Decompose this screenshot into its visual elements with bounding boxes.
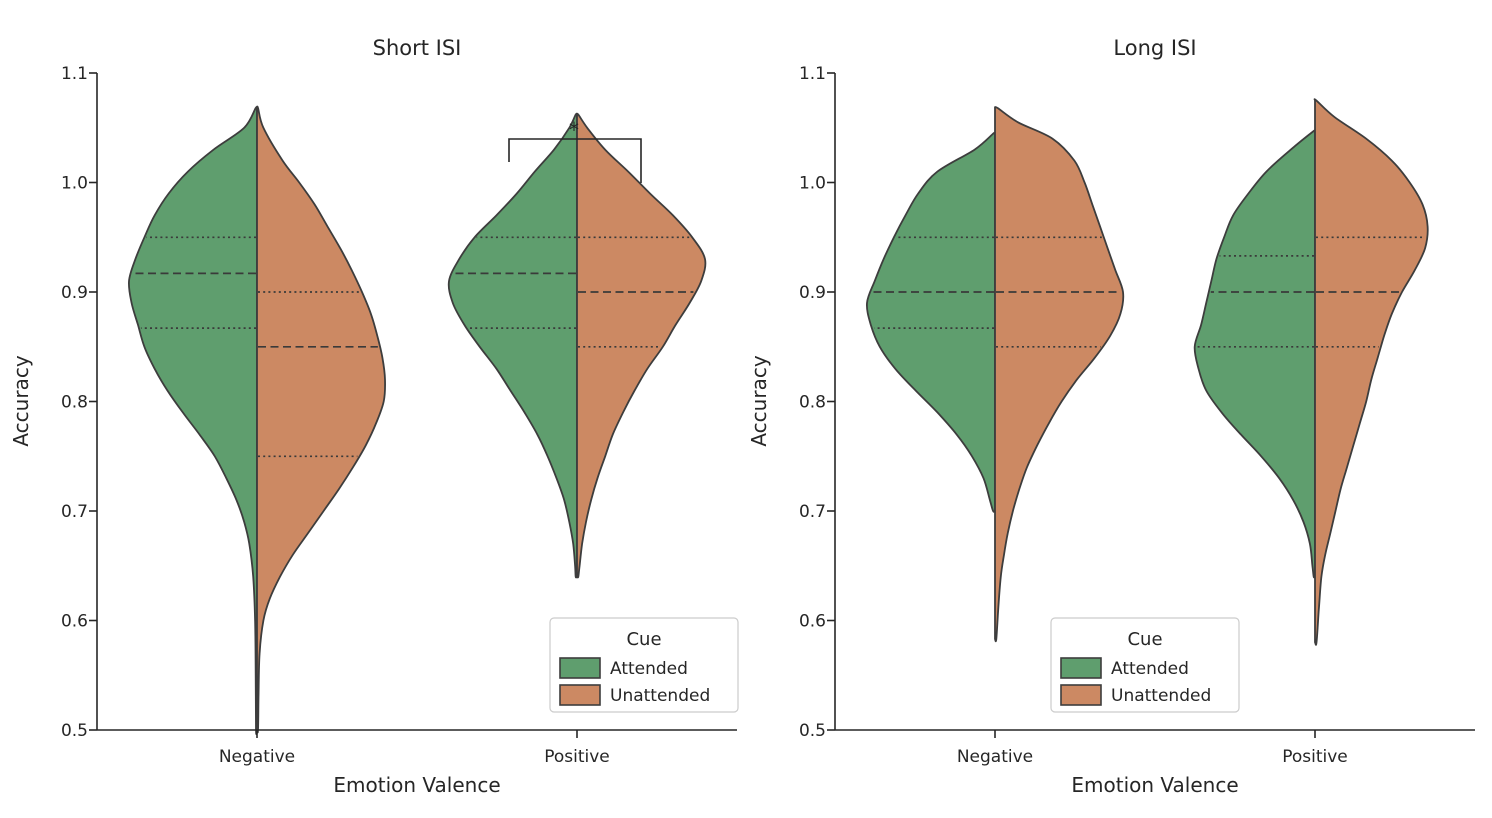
x-tick-label-negative: Negative [957, 747, 1033, 767]
violin-short-isi-negative-unattended [256, 105, 386, 734]
violin-short-isi-negative-attended [127, 105, 258, 735]
legend-label-attended: Attended [610, 659, 688, 679]
legend-title: Cue [626, 629, 661, 650]
y-axis-label: Accuracy [9, 355, 33, 446]
legend-label-attended: Attended [1111, 659, 1189, 679]
legend-swatch-unattended [1060, 684, 1102, 706]
legend-swatch-unattended [559, 684, 601, 706]
violin-long-isi-negative-unattended [994, 106, 1125, 643]
legend-label-unattended: Unattended [610, 686, 710, 706]
x-tick-label-negative: Negative [219, 747, 295, 767]
legend-label-unattended: Unattended [1111, 686, 1211, 706]
x-axis-label: Emotion Valence [333, 773, 500, 797]
panel-long-isi: Long ISI Accuracy Emotion Valence 0.5 0.… [747, 36, 1475, 797]
significance-star: * [569, 118, 579, 142]
y-tick-label: 0.7 [799, 502, 826, 522]
x-tick-label-positive: Positive [1282, 747, 1348, 767]
violins-group [127, 105, 707, 735]
y-tick-label: 0.7 [61, 502, 88, 522]
y-tick-label: 1.0 [61, 174, 88, 194]
violins-group [866, 98, 1429, 646]
ticks-group [827, 72, 1316, 738]
y-tick-label: 1.0 [799, 174, 826, 194]
y-axis-label: Accuracy [747, 355, 771, 446]
legend-swatch-attended [559, 657, 601, 679]
y-tick-label: 0.9 [61, 283, 88, 303]
violin-long-isi-positive-attended [1193, 128, 1317, 579]
y-tick-label: 0.5 [61, 721, 88, 741]
x-tick-label-positive: Positive [544, 747, 610, 767]
x-axis-label: Emotion Valence [1071, 773, 1238, 797]
y-tick-label: 1.1 [799, 64, 826, 84]
ticks-group [89, 72, 578, 738]
y-tick-label: 0.9 [799, 283, 826, 303]
panel-title: Short ISI [373, 36, 462, 60]
legend: Cue Attended Unattended [1050, 617, 1240, 713]
violin-short-isi-positive-unattended [576, 112, 707, 579]
y-tick-label: 0.6 [799, 612, 826, 632]
y-tick-label: 0.6 [61, 612, 88, 632]
significance-bracket [508, 138, 642, 183]
y-tick-label: 0.8 [61, 393, 88, 413]
violin-long-isi-negative-attended [866, 131, 997, 513]
violin-short-isi-positive-attended [447, 112, 578, 579]
panel-short-isi: Short ISI Accuracy Emotion Valence 0.5 0… [9, 36, 739, 797]
legend-title: Cue [1127, 629, 1162, 650]
y-tick-label: 1.1 [61, 64, 88, 84]
violin-long-isi-positive-unattended [1313, 98, 1429, 646]
panel-title: Long ISI [1113, 36, 1196, 60]
legend-swatch-attended [1060, 657, 1102, 679]
y-tick-label: 0.5 [799, 721, 826, 741]
legend: Cue Attended Unattended [549, 617, 739, 713]
y-tick-label: 0.8 [799, 393, 826, 413]
